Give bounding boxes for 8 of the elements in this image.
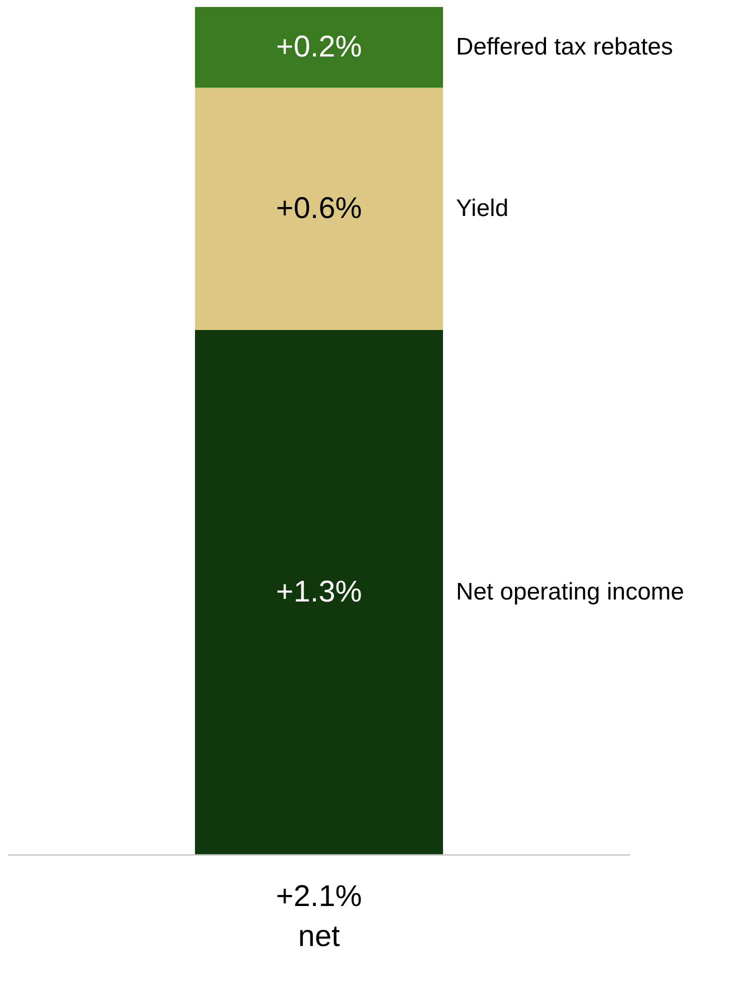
text: net [298,920,341,953]
series-label: Yield [456,194,508,222]
series-label: Net operating income [456,578,684,606]
data-label: +1.3% [276,576,362,609]
series-label: Deffered tax rebates [456,33,674,60]
data-label: +0.6% [276,192,362,225]
total-label: +2.1% [276,880,362,913]
data-label: +0.2% [276,30,362,64]
